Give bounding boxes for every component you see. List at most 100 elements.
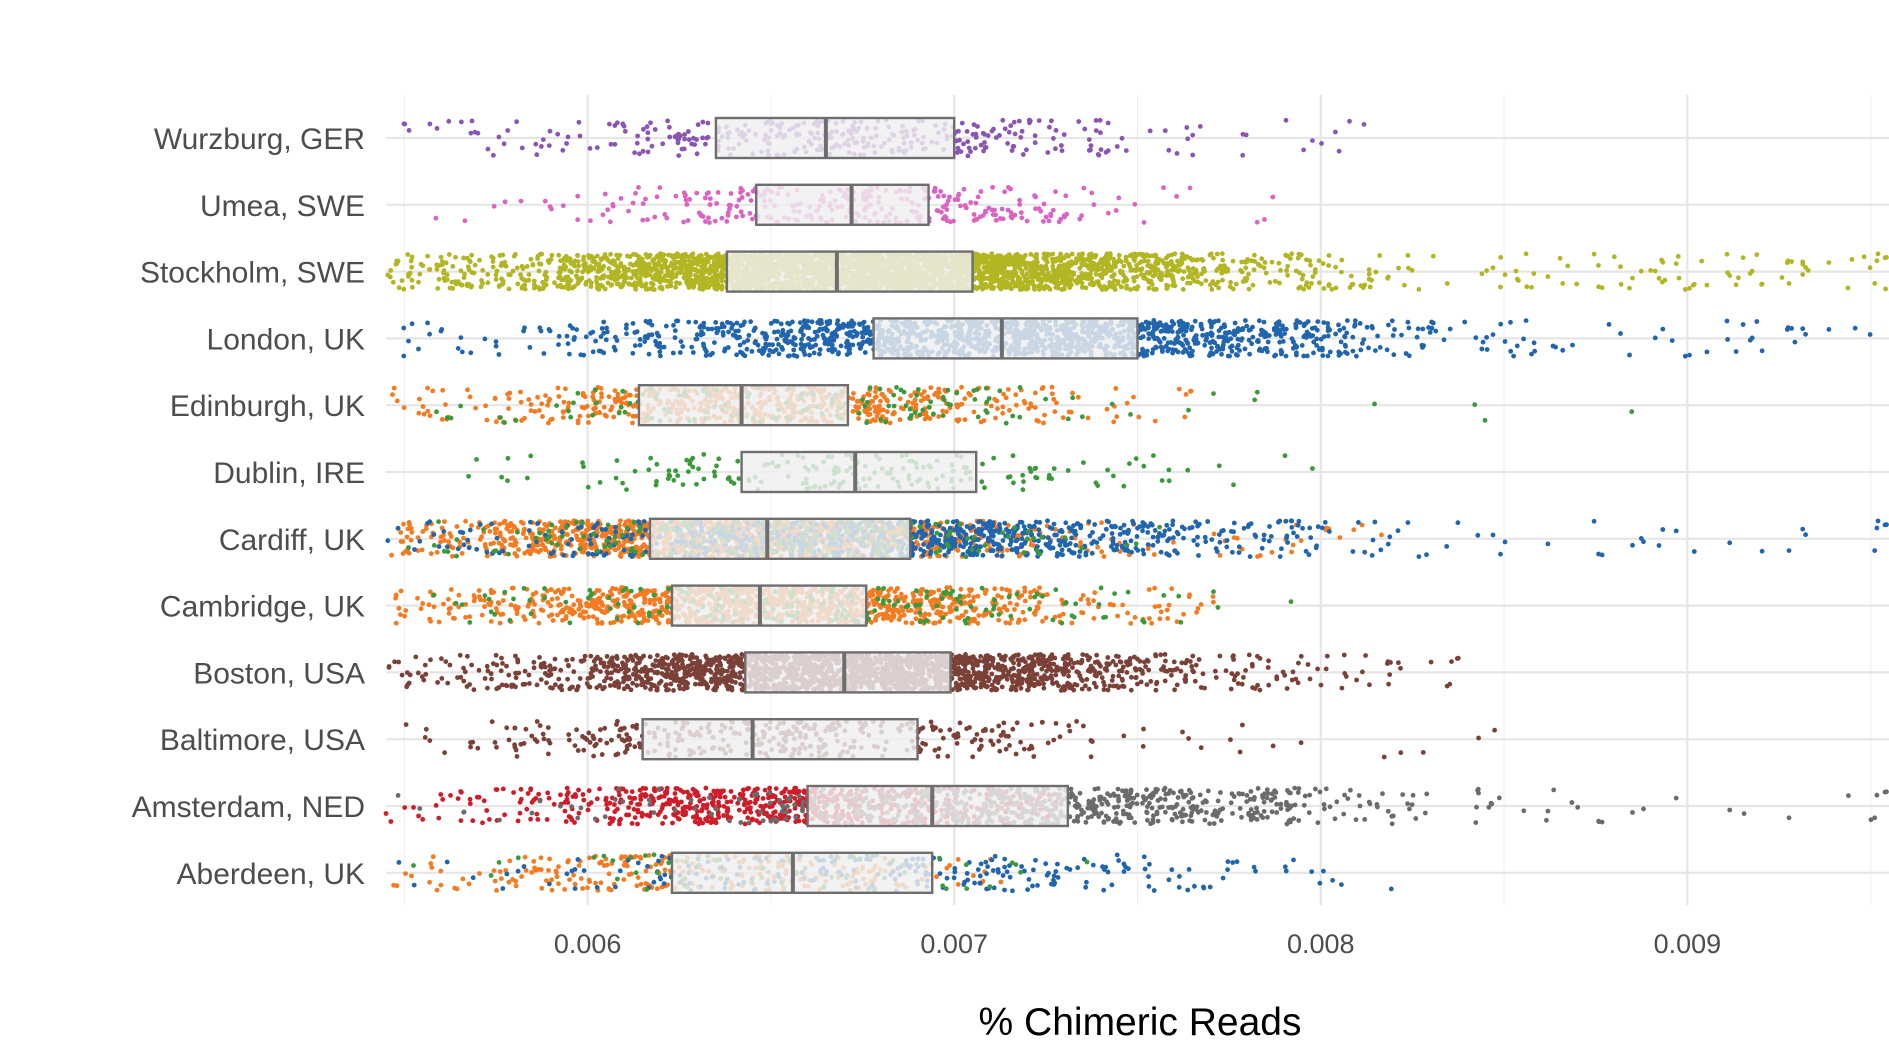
data-point	[1199, 271, 1204, 277]
data-point	[809, 319, 815, 325]
data-point	[973, 145, 978, 151]
data-point	[628, 275, 634, 281]
data-point	[740, 213, 746, 219]
data-point	[778, 321, 784, 327]
data-point	[1638, 268, 1644, 274]
data-point	[934, 208, 940, 213]
data-point	[678, 339, 684, 344]
data-point	[1377, 253, 1383, 258]
data-point	[1256, 318, 1262, 324]
data-point	[491, 152, 496, 158]
data-point	[1170, 277, 1176, 282]
data-point	[703, 219, 708, 224]
data-point	[427, 267, 432, 272]
data-point	[938, 189, 943, 194]
data-point	[964, 129, 970, 134]
data-point	[673, 193, 679, 199]
data-point	[1084, 275, 1090, 280]
data-point	[1061, 286, 1067, 292]
data-point	[536, 261, 542, 267]
data-point	[410, 284, 415, 290]
data-point	[557, 274, 563, 280]
data-point	[695, 278, 701, 284]
data-point	[1523, 251, 1529, 257]
data-point	[703, 141, 708, 147]
data-point	[1121, 263, 1127, 269]
data-point	[1304, 280, 1310, 286]
data-point	[694, 137, 699, 143]
data-point	[461, 275, 467, 280]
data-point	[661, 344, 667, 350]
data-point	[1399, 332, 1404, 338]
data-point	[1123, 148, 1129, 154]
data-point	[1002, 126, 1008, 132]
data-point	[520, 284, 525, 289]
data-point	[588, 218, 593, 224]
data-point	[1131, 254, 1136, 259]
data-point	[1180, 276, 1186, 282]
data-point	[664, 264, 670, 270]
data-point	[705, 120, 711, 126]
data-point	[472, 129, 478, 135]
data-point	[1110, 274, 1115, 279]
data-point	[1357, 321, 1363, 326]
data-point	[643, 196, 648, 202]
data-point	[981, 265, 987, 270]
data-point	[698, 213, 704, 218]
data-point	[712, 218, 718, 224]
data-point	[1145, 258, 1151, 264]
data-point	[993, 218, 999, 223]
data-point	[1627, 285, 1632, 291]
data-point	[536, 268, 542, 274]
data-point	[1058, 251, 1063, 257]
data-point	[1165, 348, 1171, 354]
data-point	[973, 200, 979, 206]
data-point	[1049, 118, 1054, 124]
data-point	[1301, 286, 1307, 292]
data-point	[1339, 269, 1344, 275]
data-point	[1740, 322, 1746, 327]
data-point	[1704, 349, 1710, 355]
data-point	[1047, 124, 1052, 130]
data-point	[734, 320, 740, 326]
data-point	[707, 271, 712, 276]
data-point	[1803, 265, 1808, 270]
data-point	[645, 254, 651, 259]
data-point	[932, 185, 938, 191]
data-point	[799, 337, 804, 342]
data-point	[1216, 285, 1221, 291]
data-point	[1627, 352, 1632, 358]
data-point	[1747, 337, 1753, 343]
data-point	[580, 269, 586, 275]
data-point	[555, 131, 561, 137]
data-point	[1152, 267, 1158, 272]
data-point	[1366, 276, 1372, 282]
data-point	[1053, 256, 1058, 262]
data-point	[1235, 342, 1241, 348]
data-point	[1060, 276, 1065, 282]
data-point	[458, 335, 464, 340]
data-point	[609, 282, 615, 287]
data-point	[469, 252, 474, 258]
data-point	[436, 276, 442, 282]
data-point	[958, 203, 963, 209]
data-point	[1061, 132, 1067, 138]
data-point	[446, 252, 452, 257]
data-point	[1220, 257, 1226, 263]
data-point	[1146, 271, 1152, 276]
data-point	[1867, 332, 1873, 337]
data-point	[408, 258, 414, 264]
data-point	[683, 197, 689, 203]
data-point	[526, 277, 532, 283]
data-point	[1228, 344, 1233, 350]
data-point	[702, 195, 708, 201]
data-point	[753, 339, 758, 344]
data-point	[513, 252, 518, 257]
data-point	[633, 190, 638, 196]
data-point	[624, 331, 629, 337]
data-point	[524, 264, 530, 269]
data-point	[741, 340, 747, 345]
data-point	[645, 149, 651, 155]
data-point	[1104, 259, 1110, 265]
data-point	[974, 257, 979, 263]
